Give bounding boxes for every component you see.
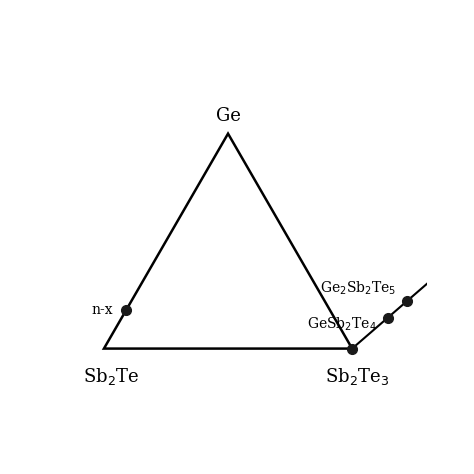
- Text: Sb$_2$Te$_3$: Sb$_2$Te$_3$: [325, 366, 389, 387]
- Text: Ge$_2$Sb$_2$Te$_5$: Ge$_2$Sb$_2$Te$_5$: [320, 280, 396, 297]
- Text: Sb$_2$Te: Sb$_2$Te: [83, 366, 139, 387]
- Text: GeSb$_2$Te$_4$: GeSb$_2$Te$_4$: [307, 315, 376, 333]
- Text: n-x: n-x: [91, 303, 113, 317]
- Text: Ge: Ge: [216, 107, 240, 125]
